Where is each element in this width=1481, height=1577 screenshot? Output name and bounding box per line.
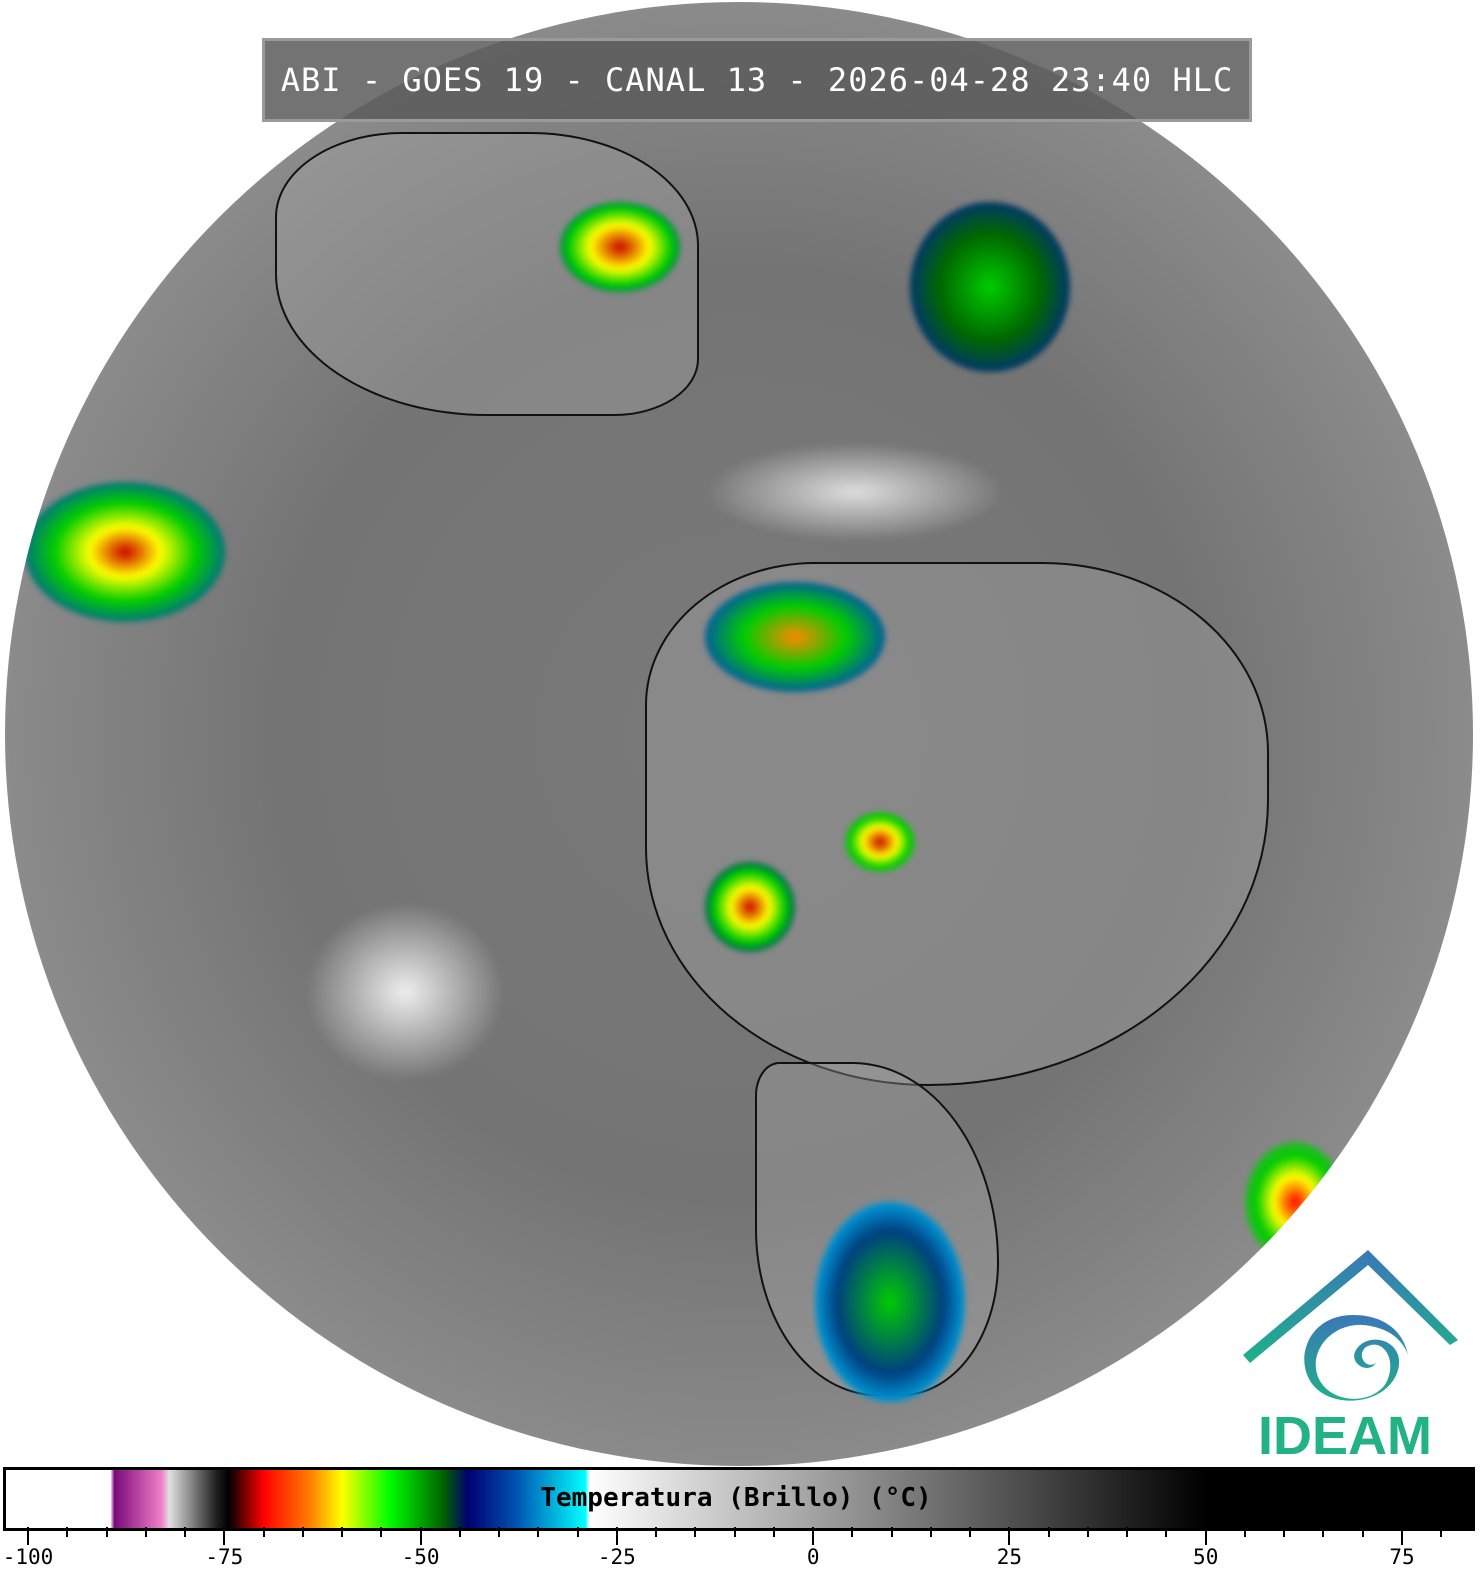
cloud-band xyxy=(705,442,1005,542)
major-tick xyxy=(1008,1527,1011,1545)
tick-label: 25 xyxy=(996,1545,1023,1569)
minor-tick xyxy=(458,1527,461,1537)
minor-tick xyxy=(655,1527,658,1537)
tick-label: -100 xyxy=(2,1545,54,1569)
major-tick xyxy=(223,1527,226,1545)
minor-tick xyxy=(1126,1527,1129,1537)
storm-cloud xyxy=(560,202,680,292)
minor-tick xyxy=(301,1527,304,1537)
major-tick xyxy=(1401,1527,1403,1545)
storm-cloud xyxy=(910,202,1070,372)
minor-tick xyxy=(105,1527,108,1537)
ideam-logo xyxy=(1243,1250,1458,1401)
tick-label: -25 xyxy=(597,1545,636,1569)
major-tick xyxy=(419,1527,422,1545)
logo-roof-icon xyxy=(1243,1250,1458,1363)
major-tick xyxy=(1204,1527,1207,1545)
minor-tick xyxy=(1440,1527,1443,1537)
storm-cloud xyxy=(815,1202,965,1402)
image-title: ABI - GOES 19 - CANAL 13 - 2026-04-28 23… xyxy=(280,61,1234,99)
minor-tick xyxy=(1165,1527,1168,1537)
south-america-outline xyxy=(645,562,1269,1086)
tick-label: -50 xyxy=(401,1545,440,1569)
image-title-banner: ABI - GOES 19 - CANAL 13 - 2026-04-28 23… xyxy=(262,38,1252,122)
minor-tick xyxy=(929,1527,932,1537)
minor-tick xyxy=(184,1527,187,1537)
minor-tick xyxy=(262,1527,265,1537)
tick-label: -75 xyxy=(205,1545,244,1569)
ideam-logo-text: IDEAM xyxy=(1258,1406,1432,1466)
minor-tick xyxy=(851,1527,854,1537)
minor-tick xyxy=(66,1527,69,1537)
minor-tick xyxy=(1047,1527,1050,1537)
minor-tick xyxy=(498,1527,501,1537)
colorbar-axis: -100 -75 -50 -25 0 25 50 75 xyxy=(0,1527,1481,1577)
minor-tick xyxy=(969,1527,972,1537)
cloud-band xyxy=(305,902,505,1082)
temperature-colorbar xyxy=(3,1467,1475,1531)
tick-label: 50 xyxy=(1193,1545,1219,1569)
minor-tick xyxy=(537,1527,540,1537)
storm-cloud xyxy=(705,862,795,952)
colorbar-label: Temperatura (Brillo) (°C) xyxy=(540,1483,932,1513)
minor-tick xyxy=(772,1527,775,1537)
minor-tick xyxy=(733,1527,736,1537)
minor-tick xyxy=(576,1527,579,1537)
major-tick xyxy=(27,1527,29,1545)
storm-cloud xyxy=(845,812,915,872)
major-tick xyxy=(615,1527,618,1545)
tick-label: 75 xyxy=(1389,1545,1415,1569)
satellite-full-disk-image xyxy=(5,2,1473,1466)
logo-swirl-icon xyxy=(1304,1315,1408,1401)
storm-cloud xyxy=(1245,1142,1345,1262)
minor-tick xyxy=(1361,1527,1364,1537)
minor-tick xyxy=(380,1527,383,1537)
minor-tick xyxy=(1322,1527,1325,1537)
minor-tick xyxy=(144,1527,147,1537)
major-tick xyxy=(812,1527,815,1545)
minor-tick xyxy=(1283,1527,1286,1537)
minor-tick xyxy=(890,1527,893,1537)
tick-label: 0 xyxy=(806,1545,820,1569)
minor-tick xyxy=(341,1527,344,1537)
minor-tick xyxy=(1243,1527,1246,1537)
minor-tick xyxy=(694,1527,697,1537)
storm-cloud xyxy=(25,482,225,622)
storm-cloud xyxy=(705,582,885,692)
minor-tick xyxy=(1086,1527,1089,1537)
